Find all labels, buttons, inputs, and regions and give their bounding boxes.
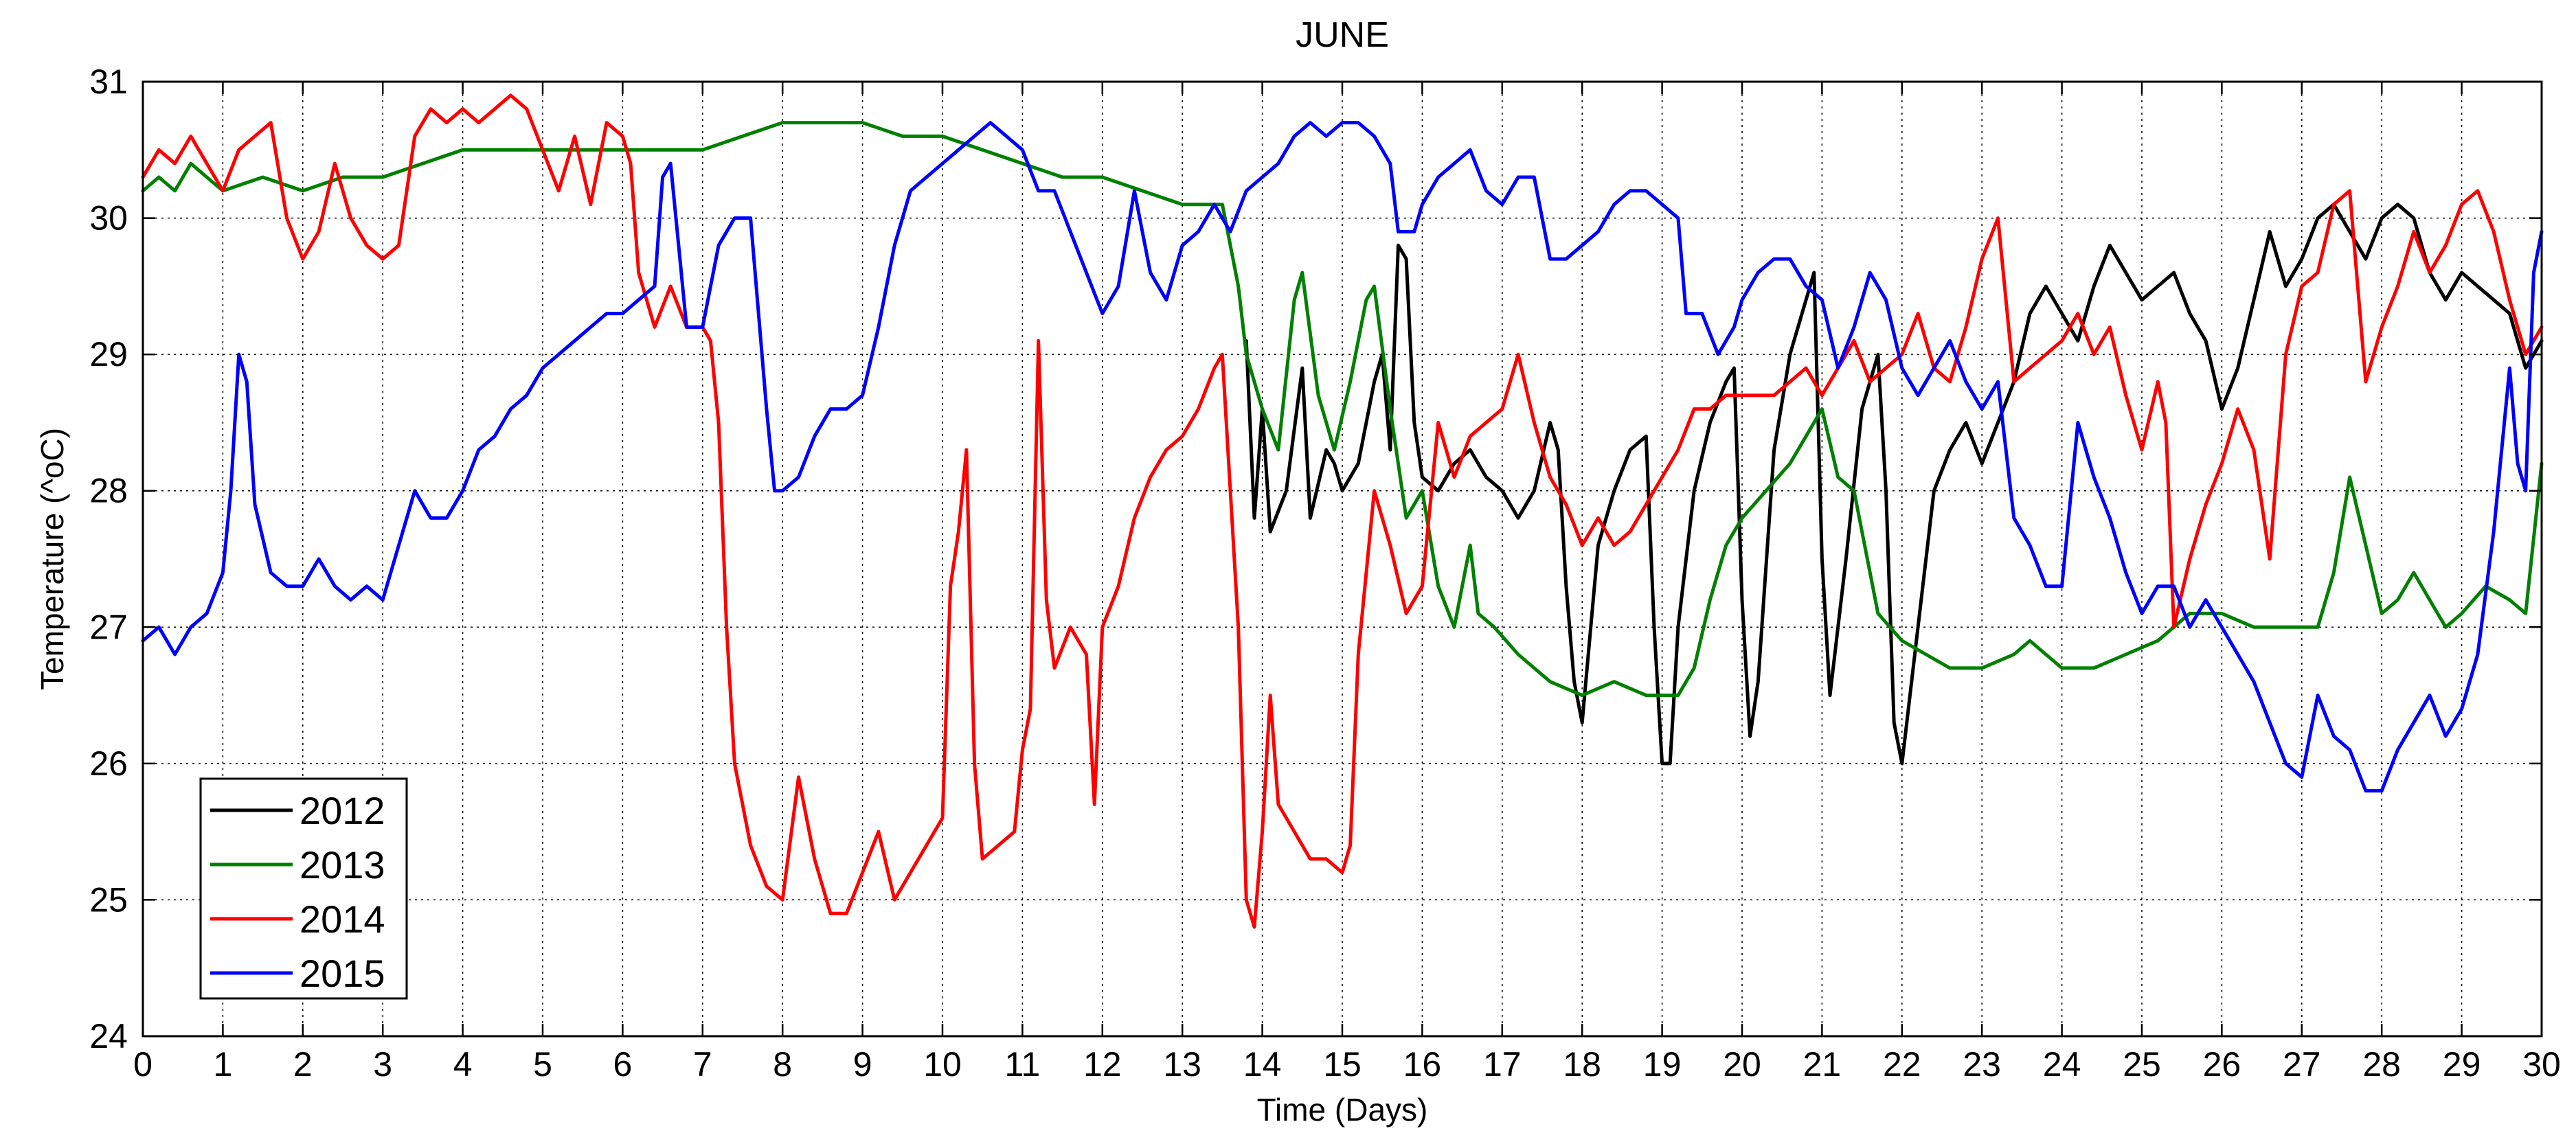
legend-label-2015: 2015 — [300, 952, 385, 995]
x-tick-label: 21 — [1803, 1045, 1842, 1084]
y-tick-label: 24 — [89, 1017, 128, 1055]
x-tick-label: 12 — [1083, 1045, 1122, 1084]
x-tick-label: 20 — [1723, 1045, 1761, 1084]
x-tick-label: 16 — [1403, 1045, 1442, 1084]
x-axis-title: Time (Days) — [1257, 1092, 1428, 1128]
series-lines — [141, 93, 2544, 929]
x-tick-label: 28 — [2362, 1045, 2401, 1084]
y-tick-label: 27 — [89, 608, 128, 646]
series-line-2012 — [1244, 203, 2544, 766]
y-tick-label: 28 — [89, 472, 128, 510]
legend-box — [199, 777, 408, 1000]
x-tick-label: 24 — [2043, 1045, 2081, 1084]
y-tick-label: 31 — [89, 62, 128, 101]
legend-label-2014: 2014 — [300, 897, 385, 941]
x-tick-label: 0 — [133, 1045, 152, 1084]
x-tick-label: 8 — [773, 1045, 792, 1084]
x-tick-label: 7 — [693, 1045, 712, 1084]
x-tick-label: 3 — [373, 1045, 392, 1084]
x-tick-label: 5 — [533, 1045, 552, 1084]
legend-label-2013: 2013 — [300, 843, 385, 886]
x-tick-label: 11 — [1004, 1045, 1040, 1084]
chart-title: JUNE — [1296, 15, 1389, 55]
x-tick-label: 22 — [1883, 1045, 1921, 1084]
series-line-2014 — [141, 93, 2544, 929]
x-tick-label: 2 — [293, 1045, 313, 1084]
y-tick-label: 29 — [89, 335, 128, 374]
axis-ticks — [142, 80, 2543, 1038]
y-tick-label: 25 — [89, 880, 128, 919]
x-tick-label: 14 — [1243, 1045, 1282, 1084]
x-tick-label: 25 — [2123, 1045, 2161, 1084]
x-tick-label: 1 — [213, 1045, 232, 1084]
legend-label-2012: 2012 — [300, 789, 385, 832]
x-tick-label: 27 — [2283, 1045, 2321, 1084]
legend: 2012 2013 2014 2015 — [199, 777, 408, 1000]
tick-labels: 0 1 2 3 4 5 6 7 8 9 10 11 12 13 14 15 16 17 18 19 20 21 22 23 24… — [89, 62, 2560, 1084]
x-tick-label: 17 — [1483, 1045, 1522, 1084]
series-line-2015 — [141, 121, 2544, 793]
x-tick-label: 30 — [2522, 1045, 2561, 1084]
x-tick-label: 29 — [2443, 1045, 2481, 1084]
x-tick-label: 4 — [453, 1045, 473, 1084]
y-tick-label: 26 — [89, 744, 128, 783]
x-tick-label: 13 — [1163, 1045, 1201, 1084]
x-tick-label: 9 — [853, 1045, 872, 1084]
x-tick-label: 26 — [2203, 1045, 2241, 1084]
y-axis-title: Temperature (^oC) — [34, 428, 70, 690]
x-tick-label: 10 — [923, 1045, 962, 1084]
series-line-2013 — [141, 121, 2544, 698]
x-tick-label: 23 — [1963, 1045, 2001, 1084]
x-tick-label: 18 — [1563, 1045, 1601, 1084]
x-tick-label: 19 — [1643, 1045, 1682, 1084]
x-tick-label: 15 — [1323, 1045, 1362, 1084]
y-tick-label: 30 — [89, 199, 128, 238]
x-tick-label: 6 — [613, 1045, 632, 1084]
